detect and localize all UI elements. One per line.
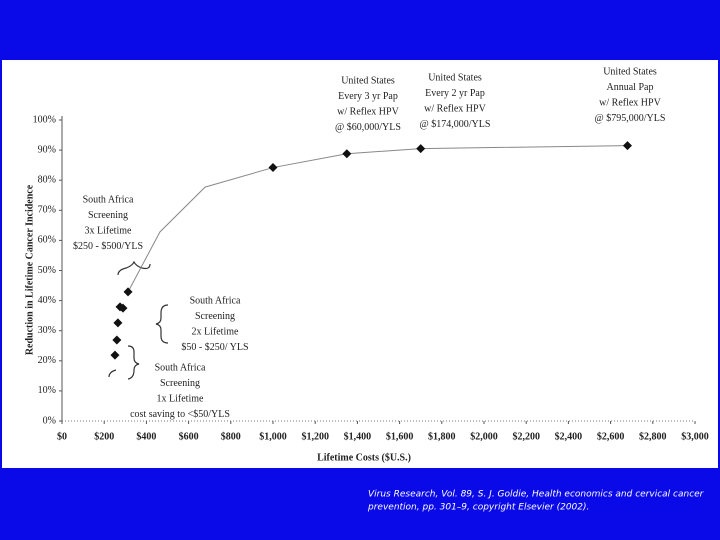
annotation: 2x Lifetime	[192, 326, 239, 337]
x-tick-label: $2,000	[470, 431, 498, 442]
annotation: w/ Reflex HPV	[337, 106, 399, 117]
data-point	[110, 350, 120, 360]
annotation: South Africa	[155, 362, 206, 373]
annotation: Screening	[88, 210, 128, 221]
data-point	[622, 141, 632, 151]
x-axis-label: Lifetime Costs ($U.S.)	[317, 452, 411, 463]
brace	[155, 304, 169, 344]
data-point	[112, 335, 122, 345]
x-tick-label: $1,200	[301, 431, 329, 442]
annotation: Every 3 yr Pap	[338, 91, 398, 102]
data-point	[342, 149, 352, 159]
y-tick-label: 10%	[38, 385, 56, 396]
x-tick-label: $2,200	[512, 431, 540, 442]
annotation: United States	[341, 75, 395, 86]
annotation: 3x Lifetime	[85, 225, 132, 236]
annotation: @ $795,000/YLS	[595, 113, 666, 124]
x-tick-label: $600	[179, 431, 199, 442]
annotation: $50 - $250/ YLS	[181, 342, 248, 353]
x-tick-label: $2,600	[597, 431, 625, 442]
y-tick-label: 40%	[38, 295, 56, 306]
data-point	[118, 303, 128, 313]
y-tick-label: 70%	[38, 205, 56, 216]
x-tick-label: $1,000	[259, 431, 287, 442]
x-tick-label: $200	[94, 431, 114, 442]
brace	[108, 369, 117, 378]
data-point	[268, 163, 278, 173]
annotation: Screening	[160, 378, 200, 389]
y-tick-label: 100%	[33, 114, 56, 125]
x-tick-label: $1,800	[428, 431, 456, 442]
y-axis-label: Reduction in Lifetime Cancer Incidence	[24, 184, 35, 355]
y-tick-label: 50%	[38, 265, 56, 276]
x-tick-label: $2,800	[639, 431, 667, 442]
annotation: United States	[603, 66, 657, 77]
y-tick-label: 0%	[43, 415, 56, 426]
annotation: Screening	[195, 311, 235, 322]
x-tick-label: $800	[221, 431, 241, 442]
chart-panel	[2, 60, 718, 468]
x-tick-label: $3,000	[681, 431, 709, 442]
annotation: w/ Reflex HPV	[424, 103, 486, 114]
x-tick-label: $0	[57, 431, 67, 442]
annotation: 1x Lifetime	[157, 393, 204, 404]
brace	[127, 345, 140, 380]
annotation: Every 2 yr Pap	[425, 88, 485, 99]
y-tick-label: 80%	[38, 174, 56, 185]
annotation: w/ Reflex HPV	[599, 97, 661, 108]
citation: Virus Research, Vol. 89, S. J. Goldie, H…	[368, 490, 705, 500]
data-point	[113, 318, 123, 328]
y-tick-label: 90%	[38, 144, 56, 155]
annotation: @ $174,000/YLS	[420, 119, 491, 130]
data-point	[123, 287, 133, 297]
y-tick-label: 60%	[38, 235, 56, 246]
data-point	[416, 144, 426, 154]
y-tick-label: 20%	[38, 355, 56, 366]
y-tick-label: 30%	[38, 325, 56, 336]
annotation: @ $60,000/YLS	[335, 122, 401, 133]
annotation: Annual Pap	[607, 82, 654, 93]
x-tick-label: $2,400	[555, 431, 583, 442]
x-tick-label: $1,600	[386, 431, 414, 442]
x-tick-label: $400	[136, 431, 156, 442]
annotation: United States	[428, 72, 482, 83]
brace	[117, 260, 151, 276]
annotation: $250 - $500/YLS	[73, 241, 143, 252]
annotation: cost saving to <$50/YLS	[130, 409, 230, 420]
annotation: South Africa	[83, 194, 134, 205]
x-tick-label: $1,400	[344, 431, 372, 442]
citation: prevention, pp. 301–9, copyright Elsevie…	[367, 503, 589, 513]
annotation: South Africa	[190, 295, 241, 306]
